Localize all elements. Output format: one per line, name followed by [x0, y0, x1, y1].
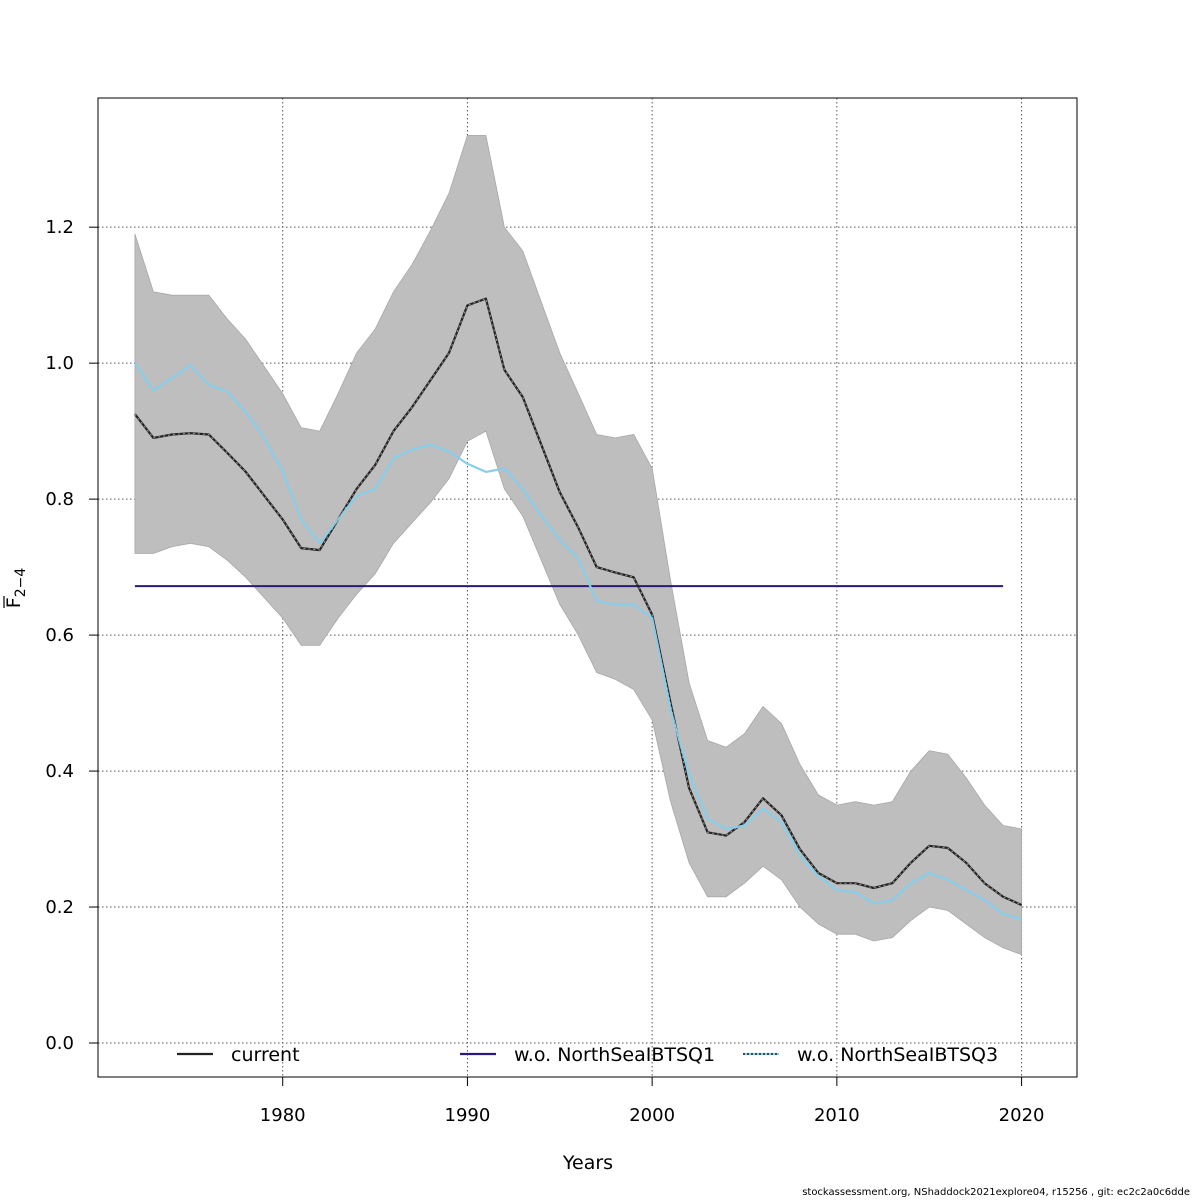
- footer-credit: stockassessment.org, NShaddock2021explor…: [802, 1187, 1190, 1198]
- y-tick-label-1.2: 1.2: [45, 217, 74, 238]
- confidence-band: [134, 135, 1022, 956]
- series-lines-group: [133, 297, 1023, 921]
- y-axis-title-main: F: [3, 597, 25, 608]
- y-axis-title: F2−4: [3, 568, 29, 609]
- legend-label-2: w.o. NorthSeaIBTSQ3: [797, 1044, 998, 1066]
- y-tick-label-0: 0.0: [45, 1033, 74, 1054]
- legend: current w.o. NorthSeaIBTSQ1 w.o. NorthSeaI…: [177, 1044, 998, 1066]
- x-tick-label-1980: 1980: [260, 1105, 306, 1126]
- legend-label-0: current: [231, 1044, 300, 1066]
- series-line-0-dots: [134, 297, 1022, 906]
- legend-label-1: w.o. NorthSeaIBTSQ1: [514, 1044, 715, 1066]
- confidence-band-group: [134, 135, 1022, 956]
- y-tick-label-0.2: 0.2: [45, 897, 74, 918]
- x-tick-label-2020: 2020: [999, 1105, 1045, 1126]
- x-tick-label-2000: 2000: [629, 1105, 675, 1126]
- series-line-2: [133, 362, 1022, 921]
- y-axis: 0.0 0.2 0.4 0.6 0.8 1.0 1.2: [45, 217, 98, 1054]
- plot-frame: [97, 97, 1078, 1078]
- x-tick-label-1990: 1990: [445, 1105, 491, 1126]
- x-axis-title: Years: [562, 1152, 613, 1174]
- y-tick-label-0.6: 0.6: [45, 625, 74, 646]
- y-axis-title-sub: 2−4: [13, 568, 29, 598]
- x-tick-label-2010: 2010: [814, 1105, 860, 1126]
- svg-text:F2−4: F2−4: [3, 568, 29, 609]
- y-tick-label-0.8: 0.8: [45, 489, 74, 510]
- x-axis: 1980 1990 2000 2010 2020: [260, 1077, 1045, 1126]
- y-tick-label-1: 1.0: [45, 353, 74, 374]
- y-tick-label-0.4: 0.4: [45, 761, 74, 782]
